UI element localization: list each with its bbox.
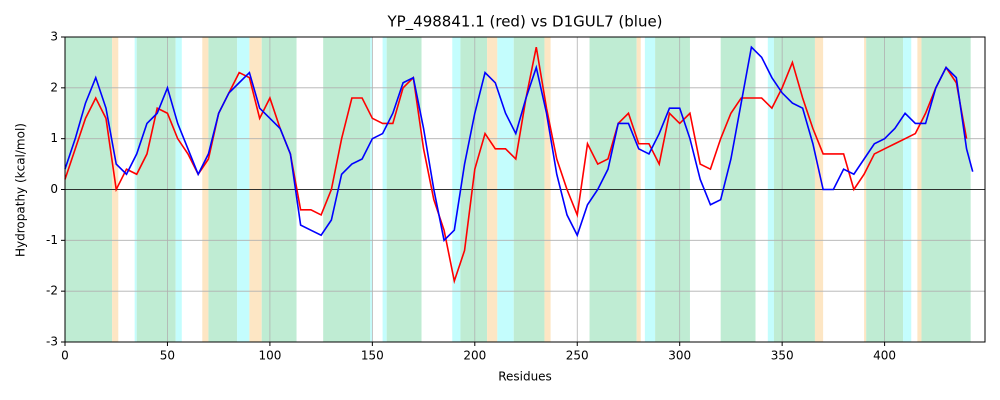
x-tick-label: 0	[61, 349, 69, 363]
x-axis-label: Residues	[498, 370, 552, 384]
x-tick-label: 350	[771, 349, 794, 363]
x-tick-label: 400	[873, 349, 896, 363]
y-tick-label: -1	[46, 233, 58, 247]
y-axis-label: Hydropathy (kcal/mol)	[14, 123, 28, 257]
y-tick-label: 3	[50, 30, 58, 44]
y-tick-label: -2	[46, 284, 58, 298]
x-tick-label: 150	[361, 349, 384, 363]
x-tick-label: 200	[463, 349, 486, 363]
x-tick-label: 300	[668, 349, 691, 363]
x-tick-label: 250	[566, 349, 589, 363]
chart-title: YP_498841.1 (red) vs D1GUL7 (blue)	[386, 13, 662, 32]
plot-frame	[64, 36, 986, 343]
series-line	[64, 45, 974, 242]
x-tick-label: 50	[160, 349, 175, 363]
y-tick-label: 0	[50, 182, 58, 196]
x-tick-label: 100	[258, 349, 281, 363]
y-tick-label: -3	[46, 335, 58, 349]
y-tick-label: 2	[50, 80, 58, 94]
y-tick-label: 1	[50, 131, 58, 145]
